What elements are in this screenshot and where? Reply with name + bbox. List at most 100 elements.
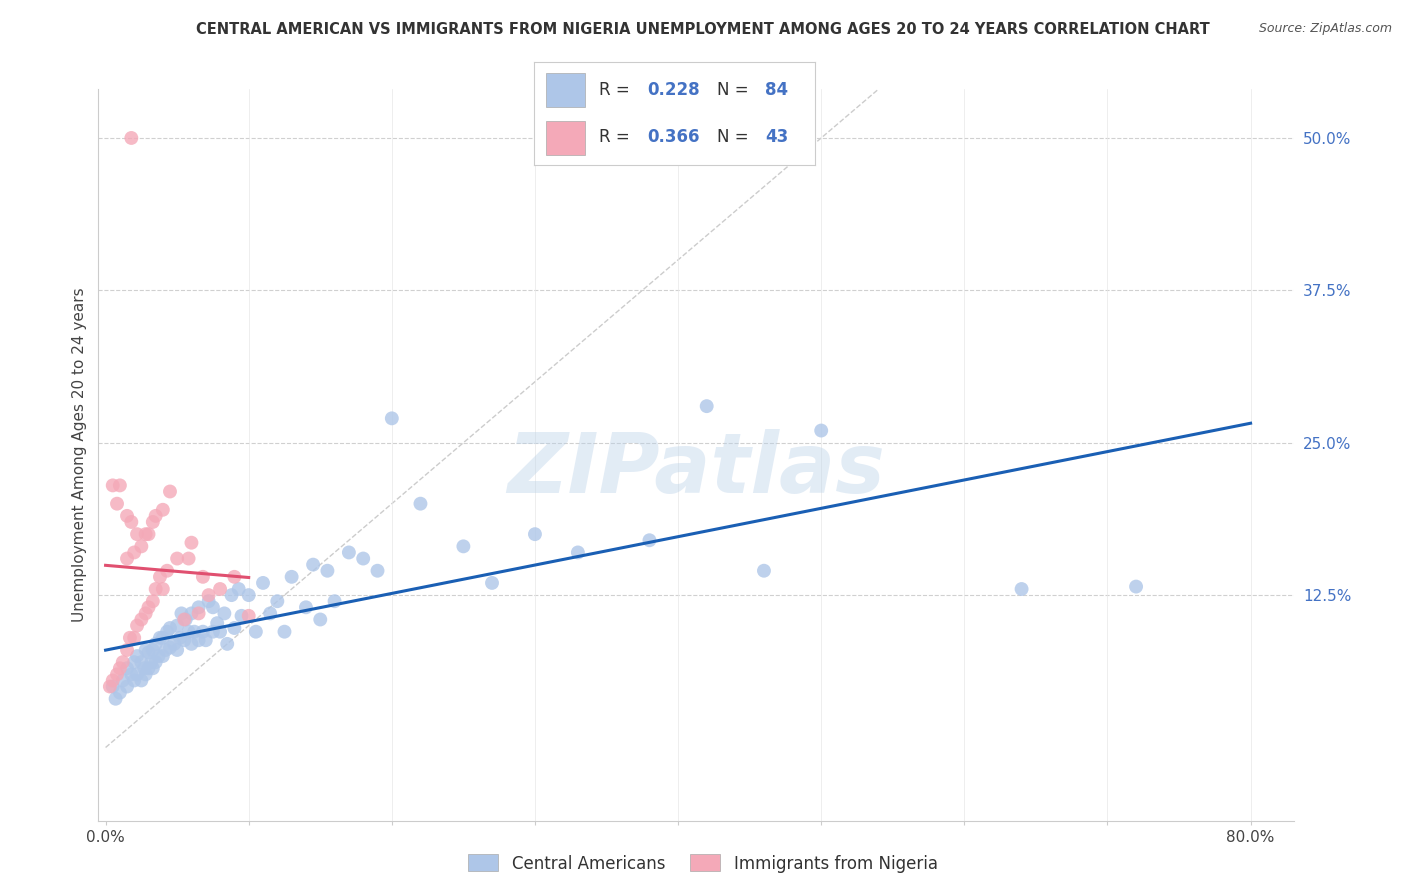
Point: [238, 608, 260, 623]
Point: [238, 588, 260, 602]
Point: [1011, 582, 1033, 596]
Point: [224, 621, 246, 635]
Point: [159, 484, 181, 499]
Point: [163, 637, 186, 651]
Point: [295, 600, 318, 615]
Point: [101, 680, 124, 694]
Point: [138, 527, 160, 541]
Point: [174, 613, 197, 627]
Point: [224, 570, 246, 584]
Point: [131, 539, 153, 553]
Text: R =: R =: [599, 128, 636, 146]
Point: [152, 649, 174, 664]
Point: [177, 551, 200, 566]
Point: [105, 667, 128, 681]
Point: [173, 613, 195, 627]
Point: [104, 691, 127, 706]
Point: [142, 515, 165, 529]
Point: [166, 551, 188, 566]
Point: [187, 633, 209, 648]
Point: [152, 631, 174, 645]
Point: [125, 527, 148, 541]
Point: [367, 564, 389, 578]
Legend: Central Americans, Immigrants from Nigeria: Central Americans, Immigrants from Niger…: [461, 847, 945, 880]
Point: [180, 607, 202, 621]
Point: [197, 594, 219, 608]
Point: [108, 478, 131, 492]
Point: [118, 631, 141, 645]
Text: CENTRAL AMERICAN VS IMMIGRANTS FROM NIGERIA UNEMPLOYMENT AMONG AGES 20 TO 24 YEA: CENTRAL AMERICAN VS IMMIGRANTS FROM NIGE…: [195, 22, 1211, 37]
Point: [523, 527, 546, 541]
Text: ZIPatlas: ZIPatlas: [508, 429, 884, 510]
Point: [149, 570, 172, 584]
Point: [309, 613, 332, 627]
Point: [145, 637, 167, 651]
FancyBboxPatch shape: [546, 73, 585, 106]
Point: [177, 624, 200, 639]
Point: [149, 631, 172, 645]
Point: [214, 607, 236, 621]
Point: [259, 607, 281, 621]
Point: [159, 621, 181, 635]
Text: N =: N =: [717, 81, 754, 99]
Point: [638, 533, 661, 548]
Point: [115, 661, 138, 675]
Point: [409, 497, 432, 511]
Point: [145, 582, 167, 596]
Point: [125, 667, 148, 681]
Text: Source: ZipAtlas.com: Source: ZipAtlas.com: [1258, 22, 1392, 36]
Point: [142, 643, 165, 657]
Point: [159, 640, 181, 655]
Point: [120, 667, 142, 681]
FancyBboxPatch shape: [546, 121, 585, 155]
Point: [173, 633, 195, 648]
Point: [131, 613, 153, 627]
Point: [381, 411, 404, 425]
Text: 43: 43: [765, 128, 789, 146]
Point: [115, 643, 138, 657]
Point: [337, 545, 360, 559]
Point: [209, 582, 232, 596]
Point: [138, 645, 160, 659]
Point: [155, 643, 177, 657]
Point: [810, 424, 832, 438]
Point: [169, 631, 191, 645]
Point: [131, 673, 153, 688]
Point: [280, 570, 302, 584]
Point: [187, 600, 209, 615]
Point: [156, 564, 179, 578]
Point: [135, 667, 157, 681]
Point: [108, 686, 131, 700]
Point: [166, 643, 188, 657]
Point: [567, 545, 589, 559]
Point: [101, 673, 124, 688]
Point: [752, 564, 775, 578]
Point: [201, 600, 224, 615]
Point: [142, 594, 165, 608]
Point: [245, 624, 267, 639]
Point: [191, 624, 214, 639]
Point: [197, 588, 219, 602]
Point: [122, 673, 145, 688]
Point: [111, 673, 134, 688]
Point: [316, 564, 339, 578]
Point: [122, 545, 145, 559]
Point: [115, 680, 138, 694]
Point: [231, 608, 253, 623]
Point: [217, 637, 239, 651]
Point: [696, 399, 718, 413]
Point: [105, 497, 128, 511]
Text: R =: R =: [599, 81, 636, 99]
Point: [101, 478, 124, 492]
Point: [142, 661, 165, 675]
Point: [138, 600, 160, 615]
Point: [125, 649, 148, 664]
Point: [135, 643, 157, 657]
Point: [115, 551, 138, 566]
Point: [453, 539, 475, 553]
Point: [131, 655, 153, 669]
Point: [108, 661, 131, 675]
Point: [252, 576, 274, 591]
Point: [183, 624, 205, 639]
Point: [180, 535, 202, 549]
